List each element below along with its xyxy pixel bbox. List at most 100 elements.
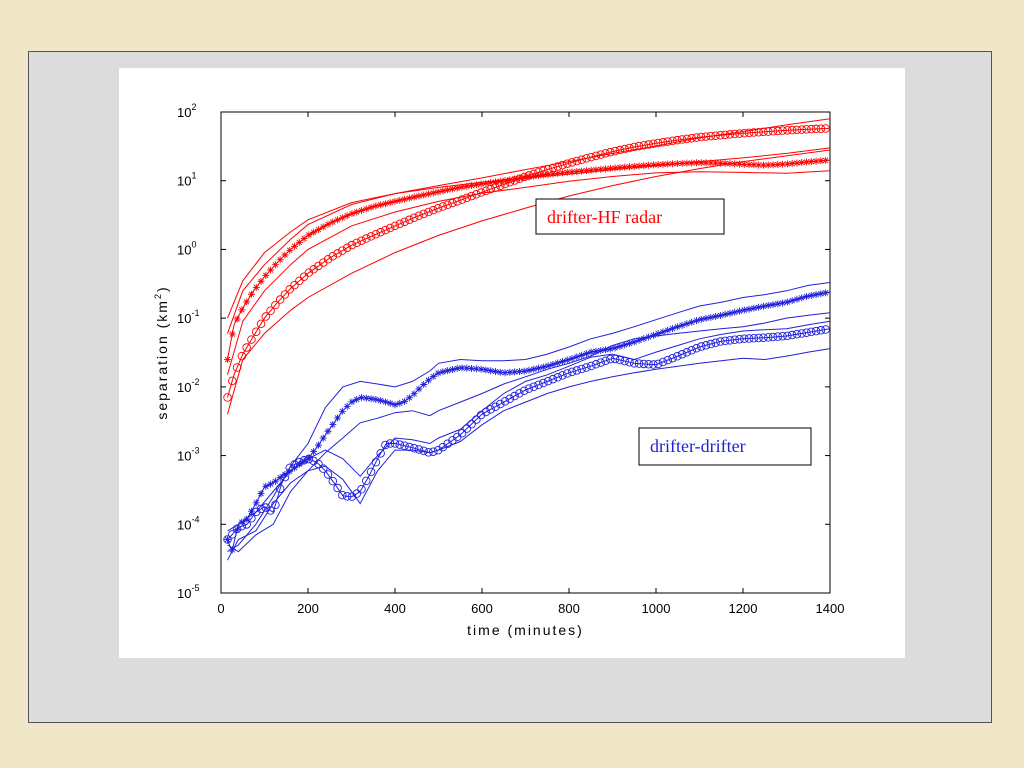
data-point-circle [725, 336, 735, 345]
data-point-circle [295, 276, 304, 286]
data-point-star [238, 306, 246, 314]
data-point-circle [634, 359, 644, 368]
data-point-circle [668, 353, 677, 363]
data-point-star [343, 402, 351, 410]
y-axis-title-sup: 2 [153, 292, 163, 299]
data-point-circle [333, 483, 342, 493]
data-point-star [736, 307, 744, 315]
data-point-star [606, 164, 614, 172]
data-point-circle [563, 159, 572, 168]
data-point-star [247, 290, 255, 298]
data-point-circle [763, 333, 773, 342]
data-point-circle [778, 332, 787, 341]
data-point-circle [318, 464, 328, 473]
data-point-circle [510, 391, 519, 401]
data-point-star [334, 216, 342, 224]
data-point-star [582, 167, 590, 175]
data-point-circle [256, 504, 266, 514]
data-point-circle [543, 376, 553, 386]
data-point-star [673, 323, 681, 331]
data-point-star [329, 218, 337, 226]
data-point-circle [429, 205, 438, 215]
data-point-star [549, 360, 557, 368]
data-point-star [324, 220, 332, 228]
data-point-circle [539, 166, 548, 176]
data-point-star [353, 395, 361, 403]
x-tick-label: 200 [297, 601, 319, 616]
data-point-star [554, 359, 562, 367]
data-point-star [745, 161, 753, 169]
data-point-star [817, 290, 825, 298]
data-point-star [616, 164, 624, 172]
data-point-star [314, 441, 322, 449]
data-point-star [267, 266, 275, 274]
data-point-circle [515, 389, 524, 398]
series-line-9 [227, 312, 830, 561]
data-point-star [592, 347, 600, 355]
data-point-star [496, 368, 504, 376]
data-point-star [271, 477, 279, 485]
chart: 0 200 400 600 800 1000 1200 140010-510-410-310-… [153, 102, 844, 638]
y-tick-exponent: 0 [191, 239, 196, 249]
data-point-circle [692, 344, 701, 353]
y-tick-label: 10-3 [177, 446, 199, 464]
data-point-circle [644, 359, 653, 369]
data-point-circle [357, 236, 366, 245]
data-point-star [224, 536, 232, 544]
data-point-circle [701, 341, 711, 350]
data-point-star [319, 223, 327, 231]
data-point-star [362, 205, 370, 213]
data-point-star [310, 228, 318, 236]
data-point-star [630, 162, 638, 170]
data-point-circle [558, 371, 567, 380]
data-point-circle [673, 352, 682, 361]
data-point-star [477, 180, 485, 188]
data-point-star [592, 166, 600, 174]
data-point-star [468, 182, 476, 190]
data-point-star [358, 206, 366, 214]
data-point-star [257, 277, 265, 285]
data-point-star [386, 399, 394, 407]
data-point-circle [261, 503, 271, 512]
y-tick-exponent: -2 [191, 377, 199, 387]
data-point-circle [730, 335, 739, 345]
data-point-star [391, 401, 399, 409]
data-point-star [769, 161, 777, 169]
data-point-circle [457, 195, 467, 204]
y-tick-label: 101 [177, 171, 196, 189]
data-point-star [381, 200, 389, 208]
data-point-circle [266, 506, 275, 515]
data-point-star [692, 159, 700, 167]
data-point-circle [491, 402, 500, 411]
data-point-circle [773, 332, 783, 341]
data-point-star [563, 168, 571, 176]
data-point-circle [414, 211, 424, 221]
data-point-circle [591, 360, 601, 369]
y-tick-label: 10-4 [177, 514, 199, 532]
data-point-star [587, 166, 595, 174]
data-point-circle [768, 332, 778, 342]
data-point-circle [802, 125, 811, 134]
data-point-circle [778, 126, 787, 135]
data-point-star [822, 289, 830, 297]
series-line-5 [227, 147, 830, 319]
data-point-star [793, 159, 801, 167]
data-point-circle [457, 428, 467, 438]
data-point-star [783, 298, 791, 306]
data-point-star [424, 376, 432, 384]
data-point-circle [711, 338, 720, 348]
data-point-circle [266, 306, 275, 316]
data-point-star [319, 434, 327, 442]
data-point-star [224, 356, 232, 364]
data-point-star [621, 163, 629, 171]
data-point-star [276, 256, 284, 264]
data-point-circle [529, 169, 539, 179]
data-point-star [348, 210, 356, 218]
data-point-star [544, 362, 552, 370]
data-point-star [415, 385, 423, 393]
data-point-star [774, 300, 782, 308]
data-point-circle [563, 369, 572, 378]
data-point-circle [553, 162, 562, 171]
data-point-star [448, 185, 456, 193]
data-point-circle [390, 439, 400, 448]
